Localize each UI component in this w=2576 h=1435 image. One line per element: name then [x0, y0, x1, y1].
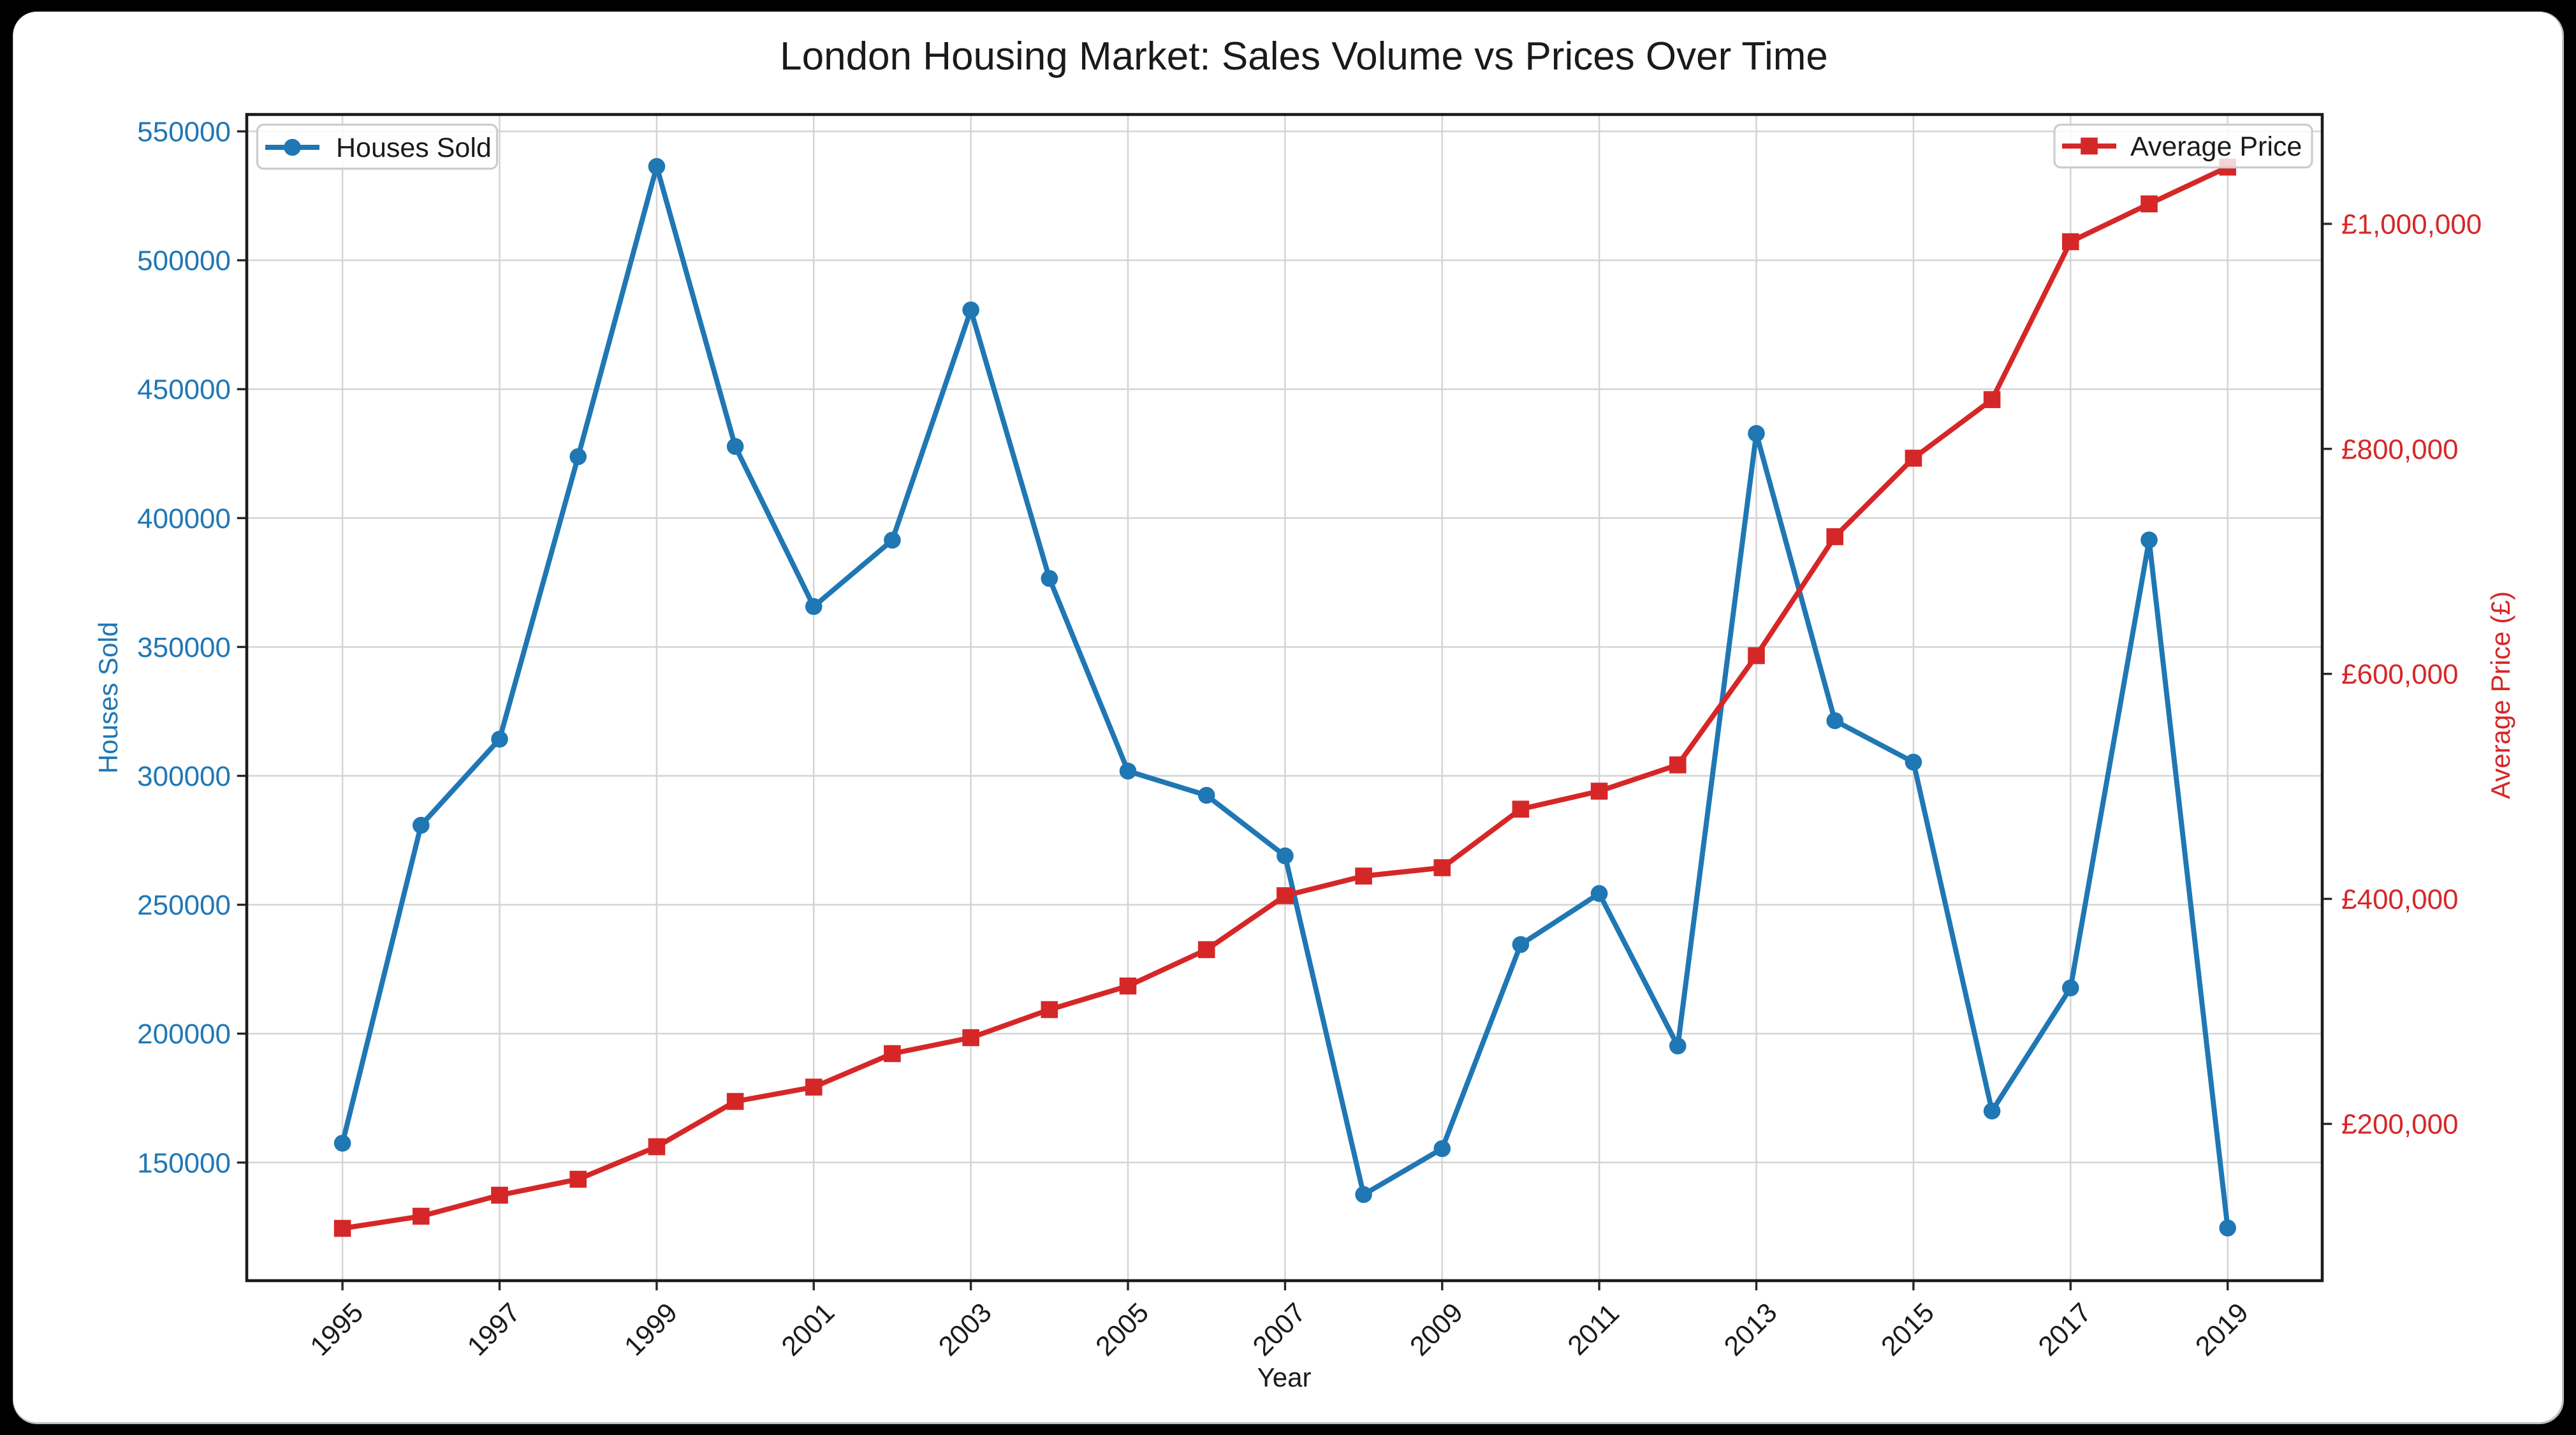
svg-text:£200,000: £200,000 [2341, 1109, 2459, 1140]
svg-text:450000: 450000 [137, 374, 231, 406]
svg-text:£400,000: £400,000 [2341, 884, 2459, 915]
svg-text:200000: 200000 [137, 1019, 231, 1050]
svg-text:150000: 150000 [137, 1147, 231, 1179]
svg-text:500000: 500000 [137, 246, 231, 277]
svg-text:London Housing Market: Sales V: London Housing Market: Sales Volume vs P… [780, 34, 1828, 78]
svg-text:350000: 350000 [137, 632, 231, 663]
svg-text:£600,000: £600,000 [2341, 659, 2459, 690]
svg-text:Year: Year [1257, 1362, 1312, 1392]
svg-text:400000: 400000 [137, 503, 231, 534]
svg-text:550000: 550000 [137, 117, 231, 148]
svg-text:Houses Sold: Houses Sold [336, 133, 492, 163]
svg-text:Average Price (£): Average Price (£) [2485, 591, 2515, 799]
svg-text:Houses Sold: Houses Sold [93, 622, 123, 774]
svg-text:Average Price: Average Price [2130, 131, 2302, 162]
svg-text:£800,000: £800,000 [2341, 434, 2459, 465]
svg-text:250000: 250000 [137, 890, 231, 921]
svg-text:300000: 300000 [137, 761, 231, 792]
svg-text:£1,000,000: £1,000,000 [2341, 209, 2482, 240]
